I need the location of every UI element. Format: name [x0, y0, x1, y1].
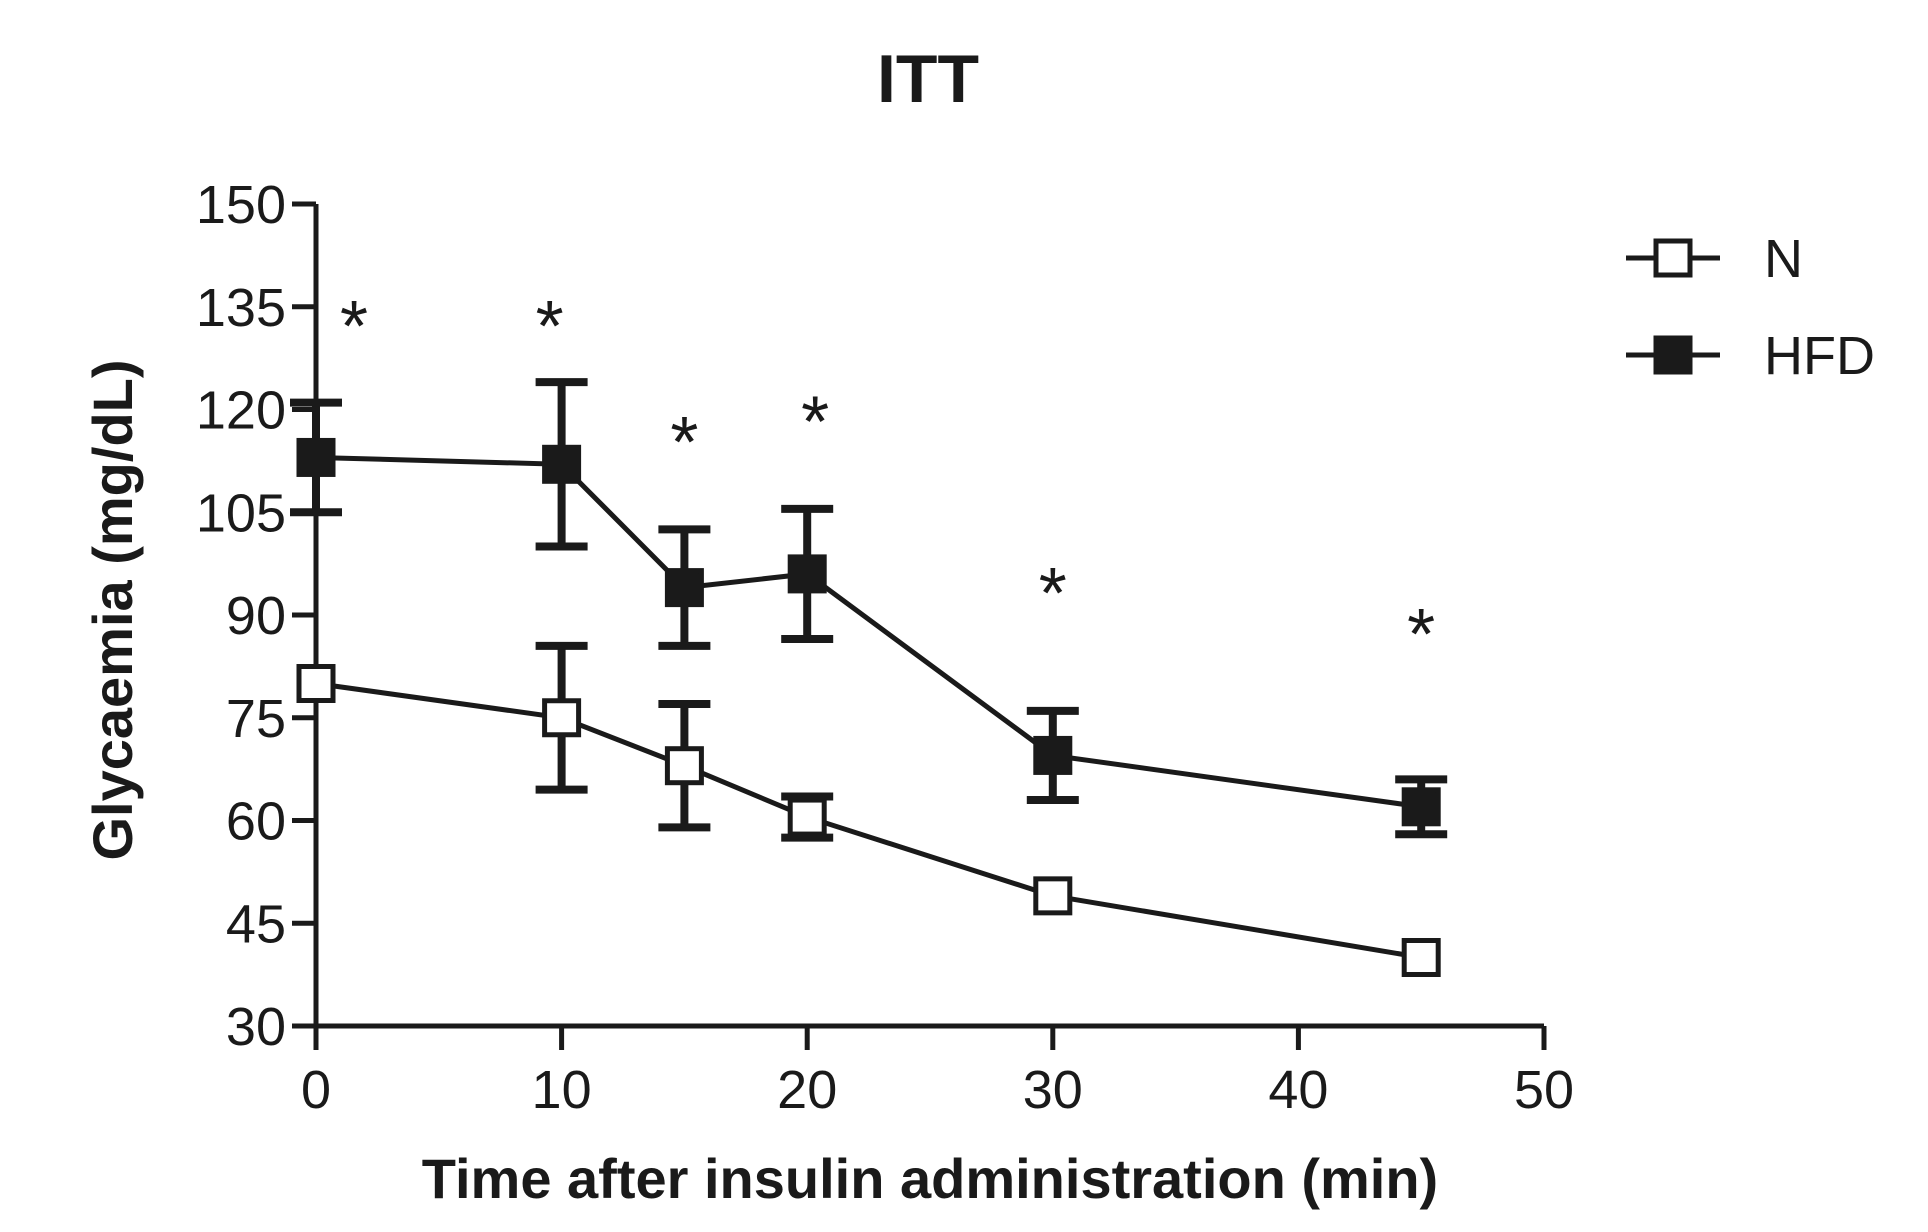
- x-tick-label-50: 50: [1514, 1060, 1574, 1120]
- legend-marker-n: [1653, 238, 1693, 278]
- significance-asterisk-45: *: [1407, 595, 1435, 675]
- legend-label-hfd: HFD: [1764, 326, 1875, 386]
- x-tick-label-40: 40: [1268, 1060, 1328, 1120]
- data-point-hfd-30: [1033, 735, 1073, 775]
- series-line-n: [315, 681, 1422, 960]
- series-layer: [290, 378, 1448, 977]
- y-axis-label: Glycaemia (mg/dL): [81, 359, 144, 860]
- y-tick-label-45: 45: [226, 894, 286, 954]
- legend-label-n: N: [1764, 229, 1803, 289]
- x-tick-label-10: 10: [532, 1060, 592, 1120]
- significance-asterisk-10: *: [536, 287, 564, 367]
- y-tick-label-60: 60: [226, 792, 286, 852]
- y-tick-label-30: 30: [226, 997, 286, 1057]
- data-point-hfd-45: [1401, 787, 1441, 827]
- data-point-hfd-0: [296, 437, 336, 477]
- y-tick-label-135: 135: [196, 278, 286, 338]
- data-point-n-20: [787, 797, 827, 837]
- axes: 30 45 60 75 90 105 120 135 150 0 10 20 30 40 50: [196, 175, 1574, 1120]
- data-point-n-0: [296, 664, 336, 703]
- series-hfd: [290, 378, 1448, 839]
- series-n: [296, 641, 1441, 977]
- y-tick-label-75: 75: [226, 689, 286, 749]
- data-point-n-15: [664, 746, 704, 786]
- data-point-n-10: [542, 698, 582, 738]
- significance-asterisk-0: *: [340, 287, 368, 367]
- x-tick-label-20: 20: [777, 1060, 837, 1120]
- series-line-hfd: [315, 454, 1422, 810]
- legend-item-hfd: HFD: [1626, 326, 1875, 386]
- y-tick-label-90: 90: [226, 586, 286, 646]
- legend: N HFD: [1626, 229, 1875, 386]
- significance-asterisk-20: *: [801, 383, 829, 463]
- y-tick-label-120: 120: [196, 381, 286, 441]
- data-point-n-45: [1401, 938, 1441, 977]
- legend-marker-hfd: [1653, 335, 1693, 375]
- significance-annotations: * * * * * *: [340, 287, 1435, 675]
- y-tick-label-105: 105: [196, 483, 286, 543]
- y-tick-label-150: 150: [196, 175, 286, 235]
- significance-asterisk-15: *: [670, 403, 698, 483]
- x-axis-label: Time after insulin administration (min): [422, 1147, 1438, 1210]
- data-point-hfd-20: [787, 554, 827, 594]
- legend-item-n: N: [1626, 229, 1803, 289]
- data-point-hfd-15: [664, 568, 704, 608]
- x-tick-label-30: 30: [1023, 1060, 1083, 1120]
- significance-asterisk-30: *: [1039, 554, 1067, 634]
- chart-title: ITT: [877, 41, 979, 117]
- data-point-hfd-10: [542, 444, 582, 484]
- data-point-n-30: [1033, 876, 1073, 916]
- x-tick-label-0: 0: [301, 1060, 331, 1120]
